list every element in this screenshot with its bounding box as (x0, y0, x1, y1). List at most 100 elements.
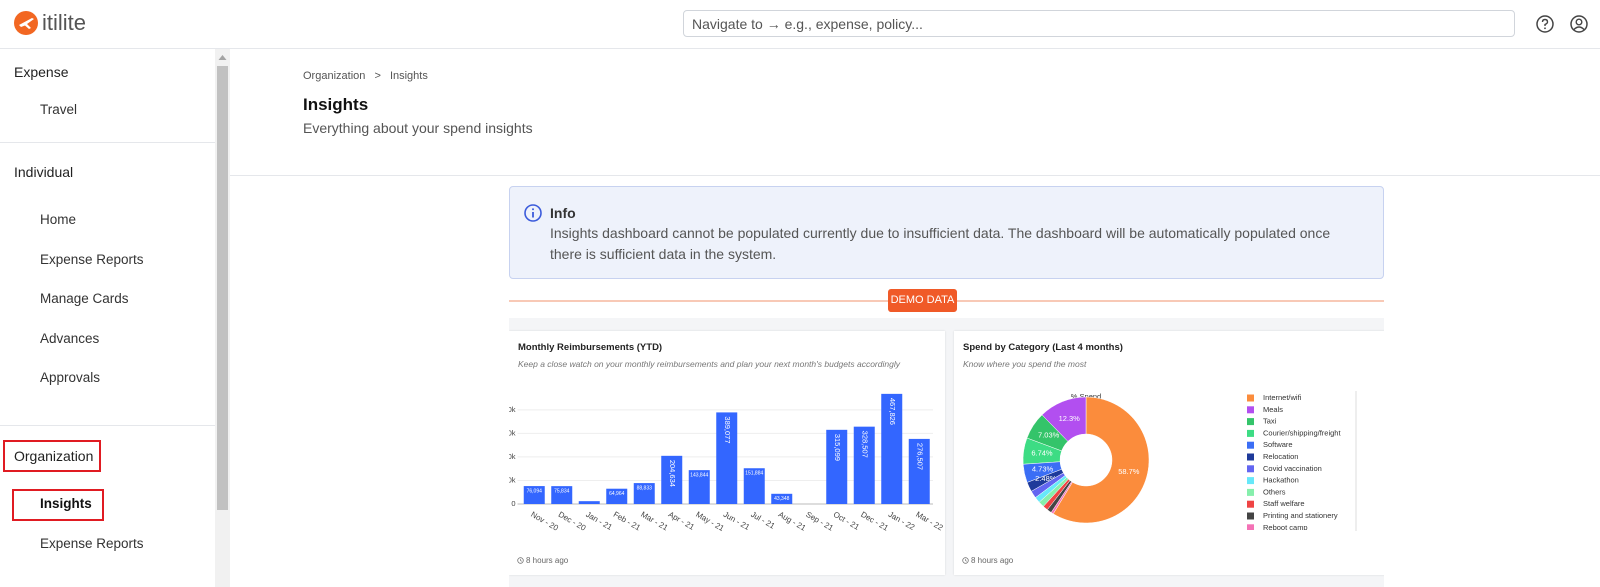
legend-label[interactable]: Courier/shipping/freight (1263, 428, 1341, 437)
profile-icon[interactable] (1569, 14, 1589, 34)
pie-slice (1022, 461, 1063, 483)
legend-label[interactable]: Others (1263, 487, 1286, 496)
nav-item[interactable]: Home (40, 212, 77, 227)
chart-footnote: 8 hours ago (526, 556, 569, 565)
y-tick-label: 100k (509, 475, 516, 484)
value-label: 75,834 (554, 488, 570, 494)
sidebar: Expense Travel Individual Home Expense Repor… (0, 49, 215, 587)
x-tick-label: Jan - 21 (584, 510, 614, 533)
value-label: 12.3% (1059, 414, 1081, 423)
value-label: 143,844 (690, 472, 708, 478)
x-tick-label: Aug - 21 (777, 510, 808, 533)
breadcrumb-item[interactable]: Organization (303, 70, 366, 82)
pie-slice (1022, 437, 1062, 465)
x-tick-label: Mar - 22 (914, 510, 945, 533)
nav-item[interactable]: Approvals (40, 370, 101, 385)
legend-swatch (1247, 524, 1254, 530)
x-tick-label: Feb - 21 (612, 510, 643, 533)
x-tick-label: Jan - 22 (887, 510, 917, 533)
info-icon (524, 204, 542, 222)
legend-label[interactable]: Software (1263, 440, 1293, 449)
nav-item[interactable]: Manage Cards (40, 291, 129, 306)
legend-swatch (1247, 512, 1254, 520)
nav-item[interactable]: Expense Reports (40, 252, 144, 267)
pie-slice (1052, 396, 1150, 524)
x-tick-label: Apr - 21 (667, 510, 697, 532)
x-tick-label: Jun - 21 (722, 510, 752, 533)
bar (578, 501, 600, 504)
bar (908, 438, 930, 504)
pie-slice (1031, 472, 1066, 498)
pie-slice (1026, 414, 1069, 452)
value-label: 2.48% (1035, 474, 1057, 483)
legend-label[interactable]: Covid vaccination (1263, 464, 1322, 473)
legend-label[interactable]: Printing and stationery (1263, 511, 1338, 520)
legend-swatch (1247, 465, 1254, 473)
nav-item[interactable]: Advances (40, 331, 100, 346)
chart-footnote: 8 hours ago (971, 556, 1014, 565)
nav-item[interactable]: Travel (40, 102, 78, 117)
legend-swatch (1247, 500, 1254, 508)
legend-swatch (1247, 477, 1254, 485)
value-label: 315,099 (833, 434, 842, 461)
divider (0, 142, 215, 143)
y-tick-label: 0 (511, 499, 515, 508)
legend-label[interactable]: Hackathon (1263, 476, 1299, 485)
pie-slice (1026, 468, 1064, 492)
demo-badge: DEMO DATA (888, 289, 957, 312)
breadcrumb-item: Insights (389, 70, 428, 82)
legend-label[interactable]: Meals (1263, 405, 1283, 414)
x-tick-label: Sep - 21 (804, 510, 835, 533)
plot: 0 100k 200k 300k 400k Nov - 20 76,094 Dec - 20 7… (509, 393, 945, 533)
bar (606, 488, 628, 504)
breadcrumb: Organization > Insights (303, 70, 428, 82)
clock-icon (517, 557, 524, 564)
bar (743, 468, 765, 504)
logo-text[interactable]: itilite (42, 10, 87, 35)
chart-label: % Spend (1071, 392, 1101, 401)
help-icon[interactable] (1535, 14, 1555, 34)
divider (0, 425, 215, 426)
value-label: 151,884 (745, 471, 763, 477)
nav-item[interactable]: Insights (40, 496, 92, 511)
x-tick-label: Nov - 20 (529, 510, 560, 533)
bar (881, 393, 903, 504)
pie-chart: % Spend 58.7% 12.3% 7.03% 6.74% 4.73%2.48% Int… (1022, 391, 1357, 532)
bar-chart: 0 100k 200k 300k 400k Nov - 20 76,094 Dec - 20 7… (509, 393, 945, 533)
highlight-box (3, 440, 101, 472)
bar (661, 455, 683, 504)
value-label: 7.03% (1038, 431, 1060, 440)
logo-icon[interactable] (13, 10, 39, 36)
section-title[interactable]: Organization (14, 448, 94, 464)
value-label: 43,348 (774, 496, 790, 502)
scroll-arrow[interactable] (218, 54, 227, 61)
value-label: 389,077 (723, 416, 732, 443)
x-tick-label: Mar - 21 (639, 510, 670, 533)
info-text: Insights dashboard cannot be populated c… (550, 225, 1331, 262)
value-label: 328,507 (860, 431, 869, 458)
legend-label[interactable]: Taxi (1263, 417, 1277, 426)
value-label: 64,964 (609, 491, 625, 497)
legend-label[interactable]: Staff welfare (1263, 499, 1305, 508)
divider (230, 175, 1600, 176)
nav-item[interactable]: Expense Reports (40, 536, 144, 551)
search-box[interactable]: Navigate to → e.g., expense, policy... (683, 10, 1515, 37)
bar (688, 470, 710, 504)
section-title[interactable]: Individual (14, 164, 74, 180)
value-label: 88,833 (637, 485, 653, 491)
scrollbar-thumb[interactable] (217, 66, 228, 510)
x-tick-label: Oct - 21 (832, 510, 862, 532)
page-subtitle: Everything about your spend insights (303, 120, 533, 136)
section-title: Expense (14, 64, 69, 80)
cards-area: Monthly Reimbursements (YTD) Keep a clos… (509, 318, 1384, 587)
bar (523, 486, 545, 504)
legend-label[interactable]: Relocation (1263, 452, 1298, 461)
legend-swatch (1247, 429, 1254, 437)
highlight-box (12, 489, 104, 521)
value-label: 58.7% (1118, 467, 1140, 476)
legend-label[interactable]: Internet/wifi (1263, 393, 1302, 402)
legend-label[interactable]: Reboot camp (1263, 523, 1308, 532)
breadcrumb-separator: > (374, 70, 381, 82)
legend-swatch (1247, 488, 1254, 496)
